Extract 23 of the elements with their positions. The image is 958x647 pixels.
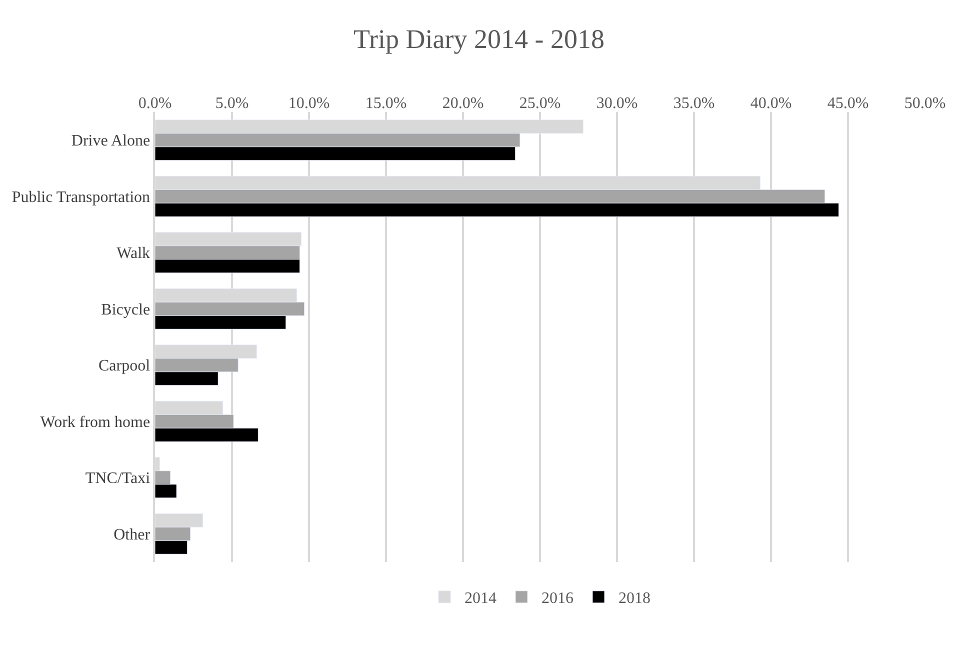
x-tick-label: 15.0% — [365, 94, 407, 112]
x-tick-label: 0.0% — [138, 94, 172, 112]
y-tick-label: Carpool — [98, 358, 151, 375]
x-tick-label: 40.0% — [750, 94, 792, 112]
x-tick-label: 5.0% — [215, 94, 249, 112]
y-tick-label: TNC/Taxi — [85, 470, 151, 488]
x-tick-label: 20.0% — [442, 94, 484, 112]
y-tick-label: Drive Alone — [71, 132, 150, 150]
x-tick-label: 35.0% — [673, 94, 715, 112]
legend-label: 2014 — [464, 590, 496, 608]
y-tick-label: Other — [114, 526, 151, 544]
x-tick-label: 25.0% — [519, 94, 561, 112]
y-tick-label: Public Transportation — [12, 188, 150, 206]
y-tick-label: Walk — [116, 245, 150, 262]
x-tick-label: 50.0% — [904, 94, 946, 112]
x-tick-label: 10.0% — [288, 94, 330, 112]
legend-label: 2018 — [618, 590, 650, 608]
chart-title: Trip Diary 2014 - 2018 — [353, 24, 605, 54]
y-tick-label: Bicycle — [101, 301, 150, 318]
legend-label: 2016 — [542, 590, 574, 608]
y-tick-label: Work from home — [40, 414, 150, 431]
x-tick-label: 45.0% — [827, 94, 869, 112]
x-tick-label: 30.0% — [596, 94, 638, 112]
